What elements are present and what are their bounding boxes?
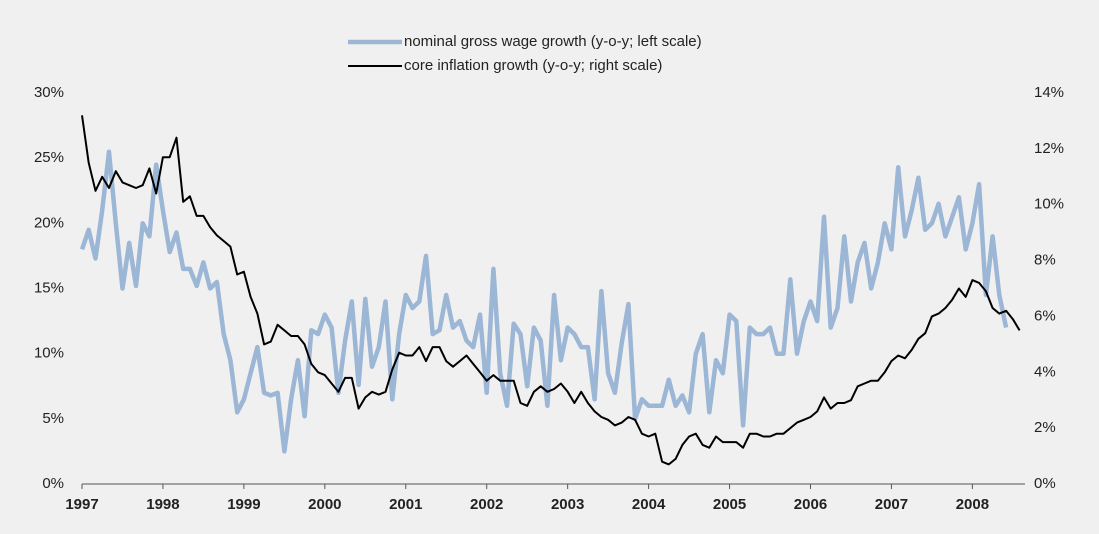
y-tick-label: 0% [42, 475, 64, 492]
legend-label: core inflation growth (y-o-y; right scal… [404, 57, 662, 74]
legend-label: nominal gross wage growth (y-o-y; left s… [404, 33, 702, 50]
x-tick-label: 2006 [794, 496, 827, 513]
x-tick-label: 2008 [956, 496, 989, 513]
x-tick-label: 2007 [875, 496, 908, 513]
y-tick-label: 15% [34, 279, 64, 296]
x-tick-label: 2002 [470, 496, 503, 513]
y2-tick-label: 12% [1034, 140, 1064, 157]
y2-tick-label: 2% [1034, 419, 1056, 436]
y2-tick-label: 0% [1034, 475, 1056, 492]
y-tick-label: 20% [34, 214, 64, 231]
x-tick-label: 2004 [632, 496, 666, 513]
y-tick-label: 5% [42, 410, 64, 427]
x-tick-label: 2005 [713, 496, 746, 513]
y-tick-label: 25% [34, 149, 64, 166]
x-tick-label: 2003 [551, 496, 584, 513]
y2-tick-label: 10% [1034, 196, 1064, 213]
series-line [81, 115, 1021, 466]
x-tick-label: 2001 [389, 496, 422, 513]
y-tick-label: 10% [34, 345, 64, 362]
y2-tick-label: 6% [1034, 307, 1056, 324]
x-tick-label: 1997 [65, 496, 98, 513]
y2-tick-label: 8% [1034, 252, 1056, 269]
x-tick-label: 2000 [308, 496, 341, 513]
x-tick-label: 1998 [146, 496, 179, 513]
x-tick-label: 1999 [227, 496, 260, 513]
y2-tick-label: 4% [1034, 363, 1056, 380]
y2-tick-label: 14% [1034, 84, 1064, 101]
y-tick-label: 30% [34, 84, 64, 101]
series-line [79, 149, 1009, 454]
